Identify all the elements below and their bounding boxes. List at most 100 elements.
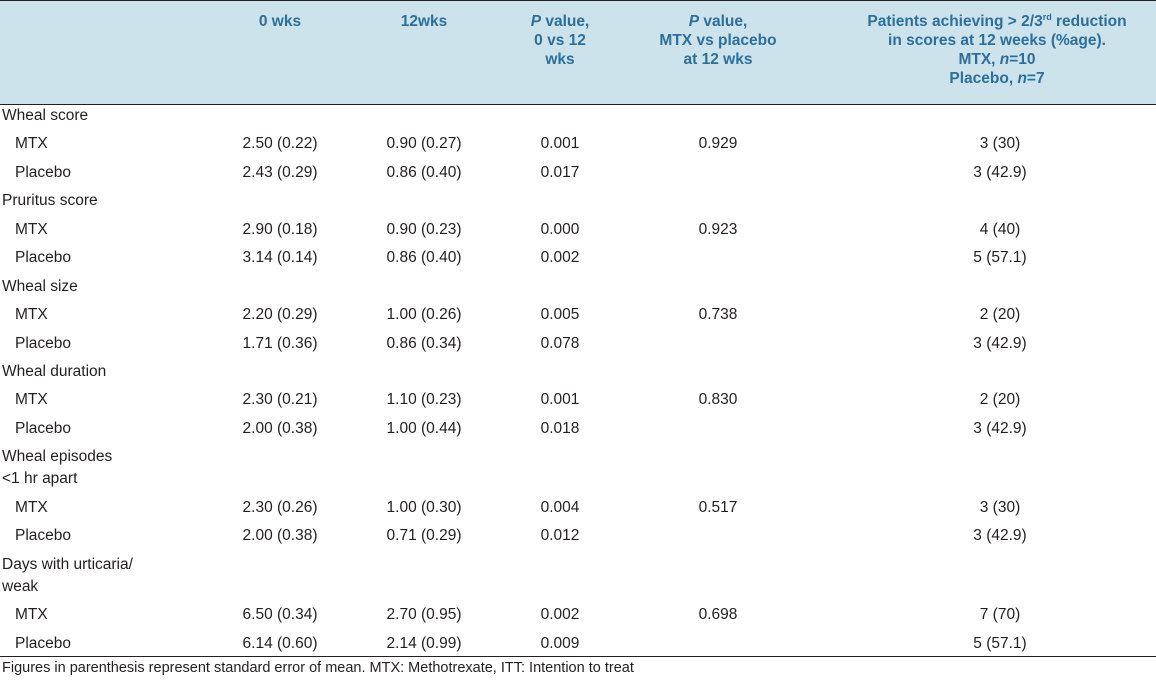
table-row: Placebo 1.71 (0.36) 0.86 (0.34) 0.078 3 … xyxy=(0,333,1156,355)
cell-p-value: 0.002 xyxy=(540,249,580,266)
cell-p-value: 0.078 xyxy=(540,335,580,352)
header-pat-l1b: reduction xyxy=(1051,13,1127,30)
cell-patients-achieving: 2 (20) xyxy=(979,306,1021,323)
header-p2-italic: P xyxy=(688,13,700,30)
header-p2-line2: MTX vs placebo xyxy=(659,32,777,49)
cell-patients-achieving: 3 (30) xyxy=(979,135,1021,152)
header-pat-l3b: =10 xyxy=(1009,51,1036,68)
cell-12wks: 2.70 (0.95) xyxy=(386,606,462,623)
header-pat-l4a: Placebo, xyxy=(949,70,1018,87)
cell-12wks: 0.90 (0.27) xyxy=(386,135,462,152)
header-p-italic: P xyxy=(530,13,542,30)
cell-p-value: 0.001 xyxy=(540,391,580,408)
header-12-wks: 12wks xyxy=(400,13,448,30)
cell-p-value: 0.017 xyxy=(540,164,580,181)
row-label: Placebo xyxy=(15,420,72,437)
header-p-line2: 0 vs 12 xyxy=(534,32,586,49)
cell-12wks: 1.00 (0.30) xyxy=(386,499,462,516)
header-p-value-mtx-vs-placebo: P value, MTX vs placebo at 12 wks xyxy=(628,12,808,69)
cell-patients-achieving: 5 (57.1) xyxy=(973,635,1027,652)
cell-patients-achieving: 5 (57.1) xyxy=(973,249,1027,266)
table-row: Placebo 2.00 (0.38) 1.00 (0.44) 0.018 3 … xyxy=(0,418,1156,440)
row-label: Placebo xyxy=(15,635,72,652)
header-pat-sup: rd xyxy=(1042,12,1052,22)
table-row: MTX 2.90 (0.18) 0.90 (0.23) 0.000 0.923 … xyxy=(0,219,1156,241)
cell-12wks: 0.90 (0.23) xyxy=(386,221,462,238)
header-p-line3: wks xyxy=(545,51,575,68)
header-pat-l3a: MTX, xyxy=(958,51,1000,68)
cell-p-value: 0.001 xyxy=(540,135,580,152)
table-footnote: Figures in parenthesis represent standar… xyxy=(2,660,634,676)
cell-12wks: 0.71 (0.29) xyxy=(386,527,462,544)
group-label: Wheal size xyxy=(2,278,78,295)
cell-0wks: 2.50 (0.22) xyxy=(242,135,318,152)
cell-p-value: 0.002 xyxy=(540,606,580,623)
header-p-value-0-vs-12: P value, 0 vs 12 wks xyxy=(480,12,640,69)
cell-12wks: 1.00 (0.26) xyxy=(386,306,462,323)
row-label: MTX xyxy=(15,606,48,623)
header-p-text: value, xyxy=(541,13,590,30)
group-label: Wheal score xyxy=(2,107,89,124)
row-label: MTX xyxy=(15,135,48,152)
group-label-line1: Wheal episodes xyxy=(2,448,113,465)
group-label: Pruritus score xyxy=(2,192,98,209)
cell-0wks: 2.20 (0.29) xyxy=(242,306,318,323)
row-label: MTX xyxy=(15,499,48,516)
table-bottom-rule xyxy=(0,656,1156,657)
cell-p-value-mtx-vs-placebo: 0.830 xyxy=(698,391,738,408)
cell-patients-achieving: 2 (20) xyxy=(979,391,1021,408)
cell-patients-achieving: 3 (42.9) xyxy=(973,335,1027,352)
row-label: MTX xyxy=(15,306,48,323)
cell-0wks: 2.90 (0.18) xyxy=(242,221,318,238)
cell-0wks: 2.43 (0.29) xyxy=(242,164,318,181)
cell-p-value-mtx-vs-placebo: 0.698 xyxy=(698,606,738,623)
cell-patients-achieving: 3 (42.9) xyxy=(973,527,1027,544)
cell-0wks: 1.71 (0.36) xyxy=(242,335,318,352)
cell-p-value-mtx-vs-placebo: 0.517 xyxy=(698,499,738,516)
row-label: Placebo xyxy=(15,335,72,352)
cell-0wks: 2.30 (0.26) xyxy=(242,499,318,516)
row-label: Placebo xyxy=(15,249,72,266)
header-pat-l1a: Patients achieving > 2/3 xyxy=(867,13,1043,30)
table-row: MTX 6.50 (0.34) 2.70 (0.95) 0.002 0.698 … xyxy=(0,604,1156,626)
header-pat-l4b: =7 xyxy=(1026,70,1045,87)
cell-12wks: 0.86 (0.40) xyxy=(386,164,462,181)
cell-0wks: 3.14 (0.14) xyxy=(242,249,318,266)
cell-12wks: 0.86 (0.34) xyxy=(386,335,462,352)
cell-12wks: 2.14 (0.99) xyxy=(386,635,462,652)
cell-12wks: 1.10 (0.23) xyxy=(386,391,462,408)
table-row: Placebo 6.14 (0.60) 2.14 (0.99) 0.009 5 … xyxy=(0,633,1156,655)
group-label: Wheal episodes <1 hr apart xyxy=(2,446,112,490)
header-pat-l3n: n xyxy=(999,51,1010,68)
cell-p-value: 0.004 xyxy=(540,499,580,516)
cell-0wks: 6.50 (0.34) xyxy=(242,606,318,623)
cell-12wks: 1.00 (0.44) xyxy=(386,420,462,437)
cell-12wks: 0.86 (0.40) xyxy=(386,249,462,266)
row-label: Placebo xyxy=(15,164,72,181)
header-0-wks: 0 wks xyxy=(258,13,302,30)
cell-p-value-mtx-vs-placebo: 0.738 xyxy=(698,306,738,323)
cell-patients-achieving: 3 (30) xyxy=(979,499,1021,516)
table-row: MTX 2.20 (0.29) 1.00 (0.26) 0.005 0.738 … xyxy=(0,304,1156,326)
cell-patients-achieving: 3 (42.9) xyxy=(973,420,1027,437)
table-row: MTX 2.30 (0.21) 1.10 (0.23) 0.001 0.830 … xyxy=(0,389,1156,411)
cell-p-value-mtx-vs-placebo: 0.929 xyxy=(698,135,738,152)
table-row: Placebo 2.00 (0.38) 0.71 (0.29) 0.012 3 … xyxy=(0,525,1156,547)
header-pat-l4n: n xyxy=(1017,70,1027,87)
cell-0wks: 2.30 (0.21) xyxy=(242,391,318,408)
table-row: Placebo 3.14 (0.14) 0.86 (0.40) 0.002 5 … xyxy=(0,247,1156,269)
header-p2-line3: at 12 wks xyxy=(683,51,753,68)
cell-p-value: 0.012 xyxy=(540,527,580,544)
cell-p-value: 0.005 xyxy=(540,306,580,323)
cell-0wks: 2.00 (0.38) xyxy=(242,527,318,544)
cell-p-value: 0.018 xyxy=(540,420,580,437)
table-row: Placebo 2.43 (0.29) 0.86 (0.40) 0.017 3 … xyxy=(0,162,1156,184)
group-label: Wheal duration xyxy=(2,363,107,380)
row-label: Placebo xyxy=(15,527,72,544)
row-label: MTX xyxy=(15,391,48,408)
cell-patients-achieving: 3 (42.9) xyxy=(973,164,1027,181)
table-row: MTX 2.30 (0.26) 1.00 (0.30) 0.004 0.517 … xyxy=(0,497,1156,519)
group-label-line1: Days with urticaria/ xyxy=(2,556,133,573)
cell-p-value-mtx-vs-placebo: 0.923 xyxy=(698,221,738,238)
group-label: Days with urticaria/ weak xyxy=(2,554,133,598)
